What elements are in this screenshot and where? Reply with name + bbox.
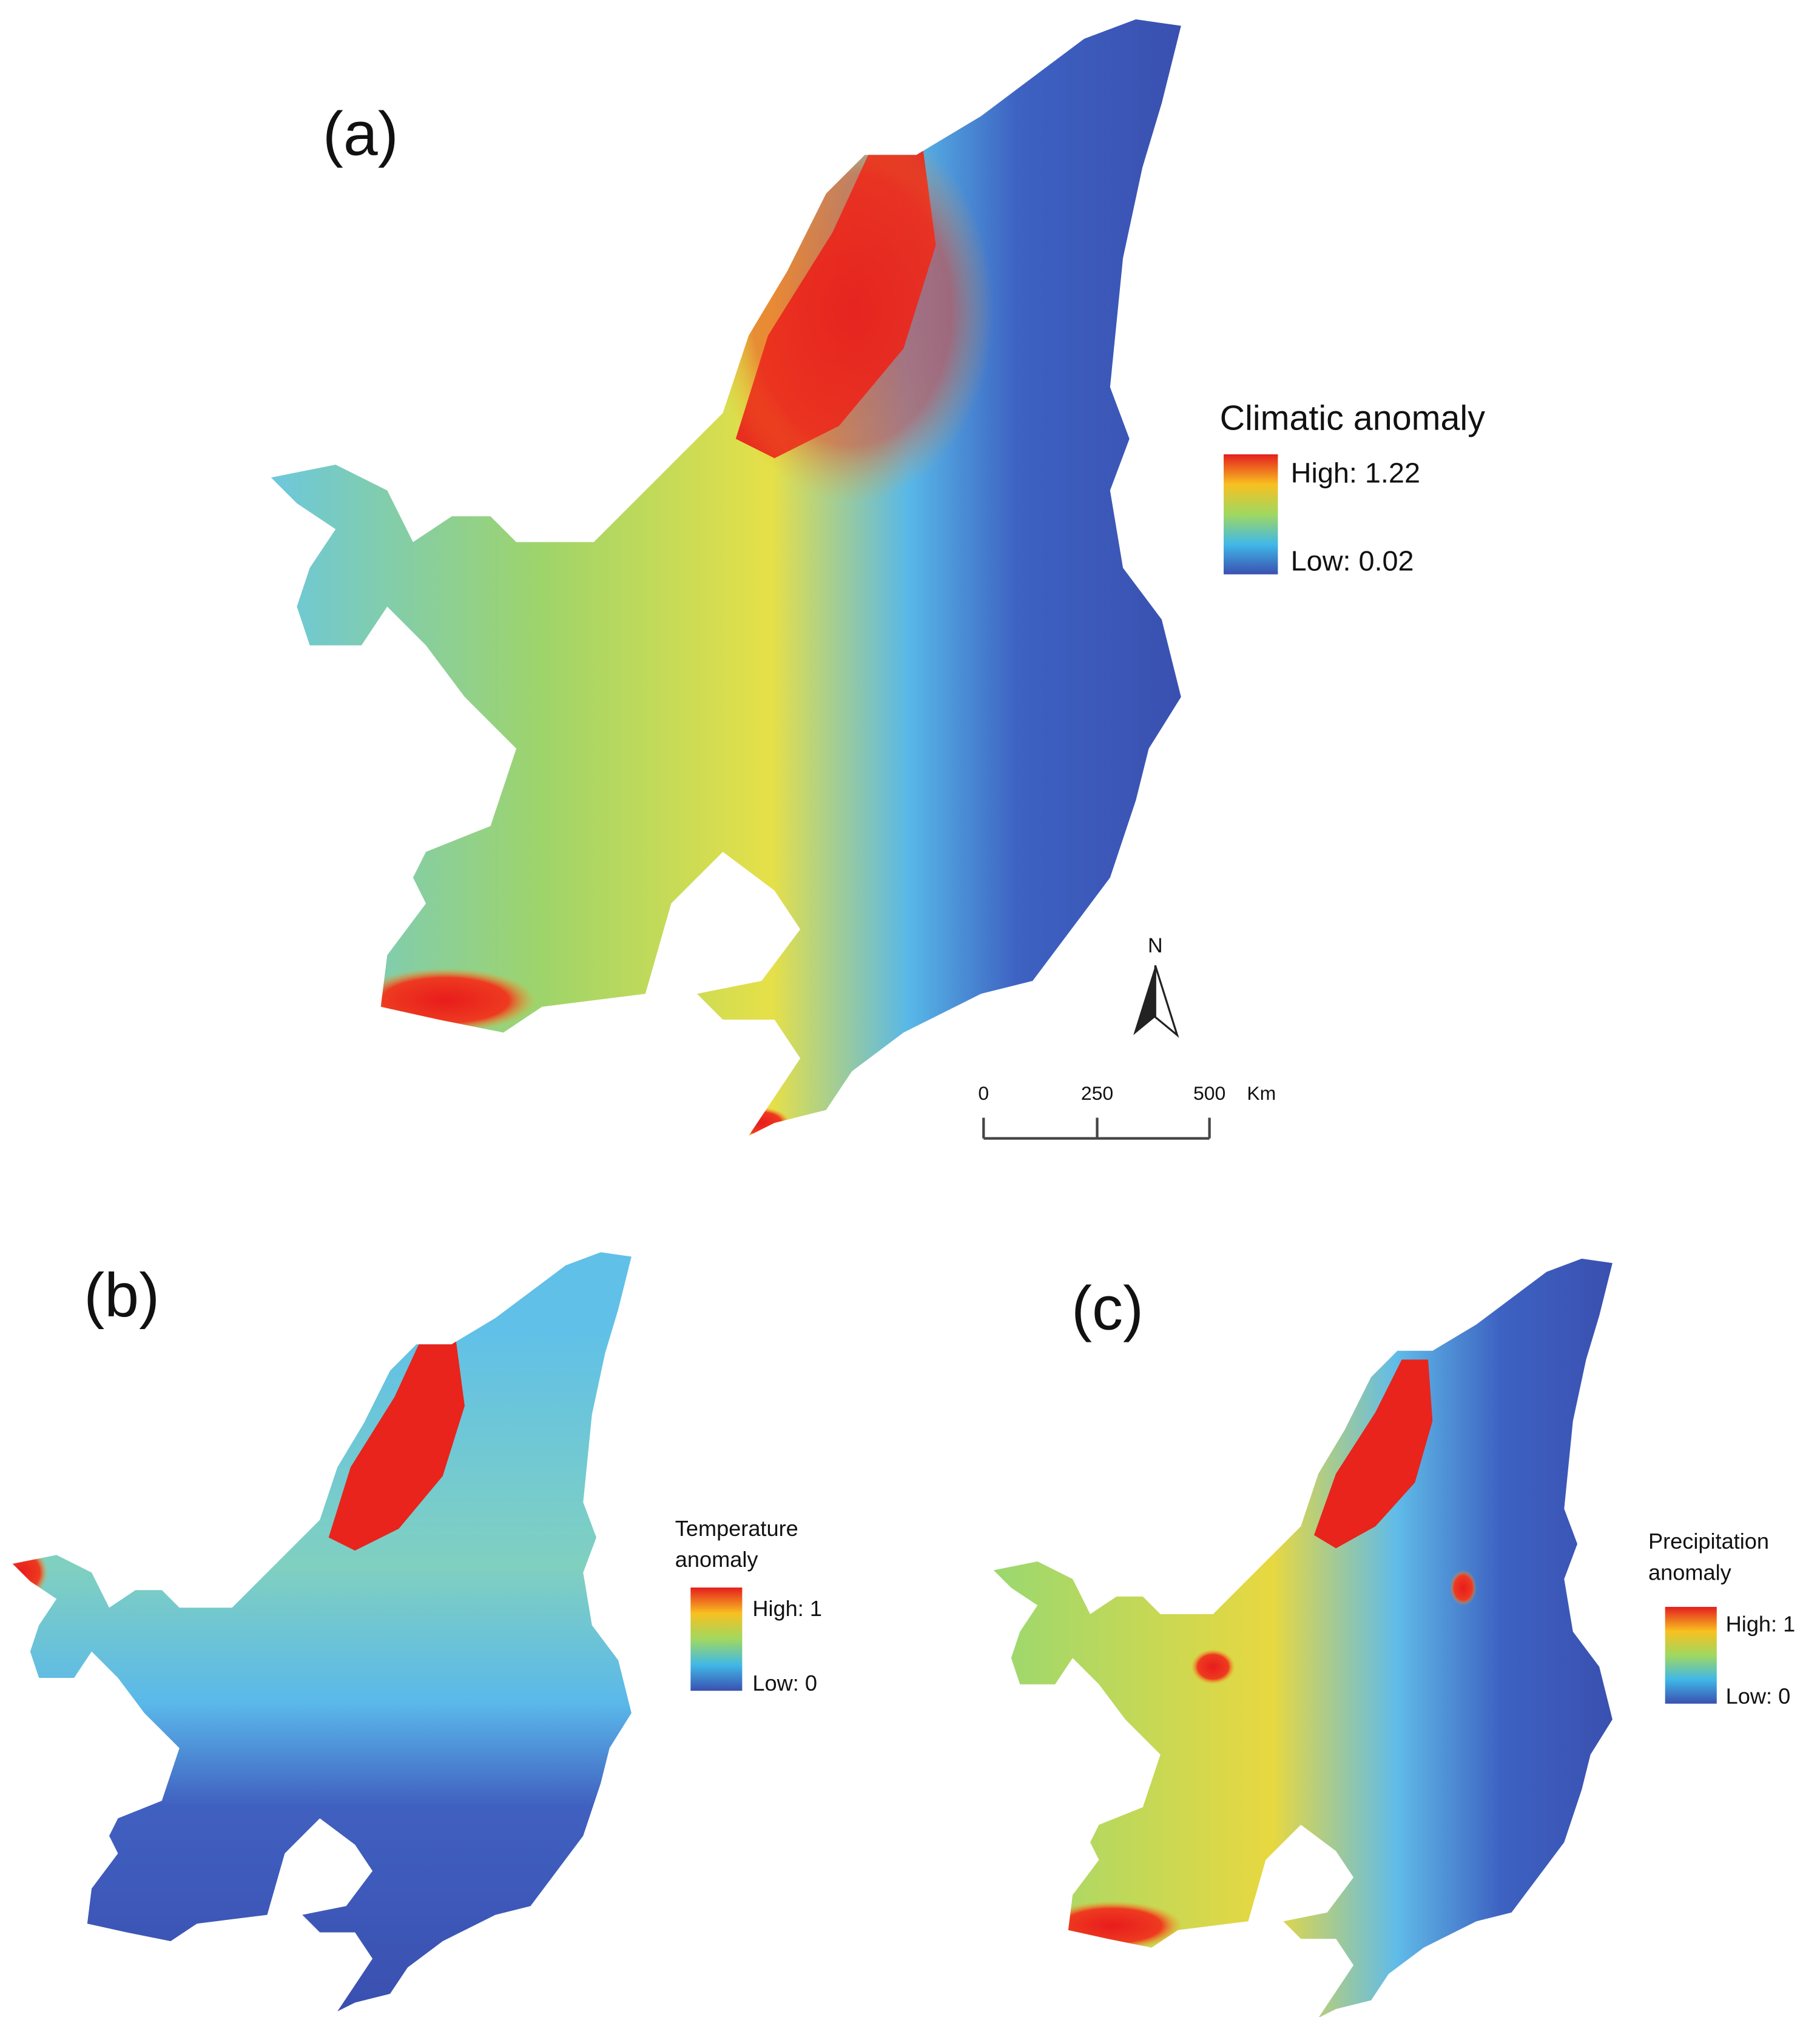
scale-label: 0	[978, 1082, 989, 1104]
legend-high: High: 1	[1726, 1611, 1796, 1636]
legend-low: Low: 0	[1726, 1684, 1791, 1709]
legend-ramp	[1665, 1606, 1717, 1704]
legend-ramp	[690, 1588, 743, 1691]
legend-title: Climatic anomaly	[1220, 399, 1486, 438]
scale-label: 500	[1193, 1082, 1225, 1104]
legend-title: Precipitation	[1648, 1529, 1769, 1554]
legend-title: anomaly	[1648, 1560, 1731, 1584]
legend-ramp	[1224, 454, 1278, 574]
scale-bar	[982, 1117, 1211, 1140]
north-arrow	[1154, 965, 1179, 1039]
north-label: N	[1148, 934, 1163, 957]
legend-low: Low: 0	[752, 1671, 817, 1695]
legend-high: High: 1	[752, 1596, 822, 1621]
panel-label: (b)	[84, 1261, 160, 1330]
panel-label: (c)	[1071, 1273, 1144, 1342]
north-arrow	[1133, 965, 1156, 1035]
legend-title: anomaly	[675, 1547, 758, 1572]
legend-high: High: 1.22	[1291, 457, 1420, 489]
panel-label: (a)	[323, 99, 399, 168]
scale-unit: Km	[1247, 1082, 1276, 1104]
scale-label: 250	[1081, 1082, 1113, 1104]
legend-title: Temperature	[675, 1516, 798, 1541]
legend-low: Low: 0.02	[1291, 545, 1414, 576]
